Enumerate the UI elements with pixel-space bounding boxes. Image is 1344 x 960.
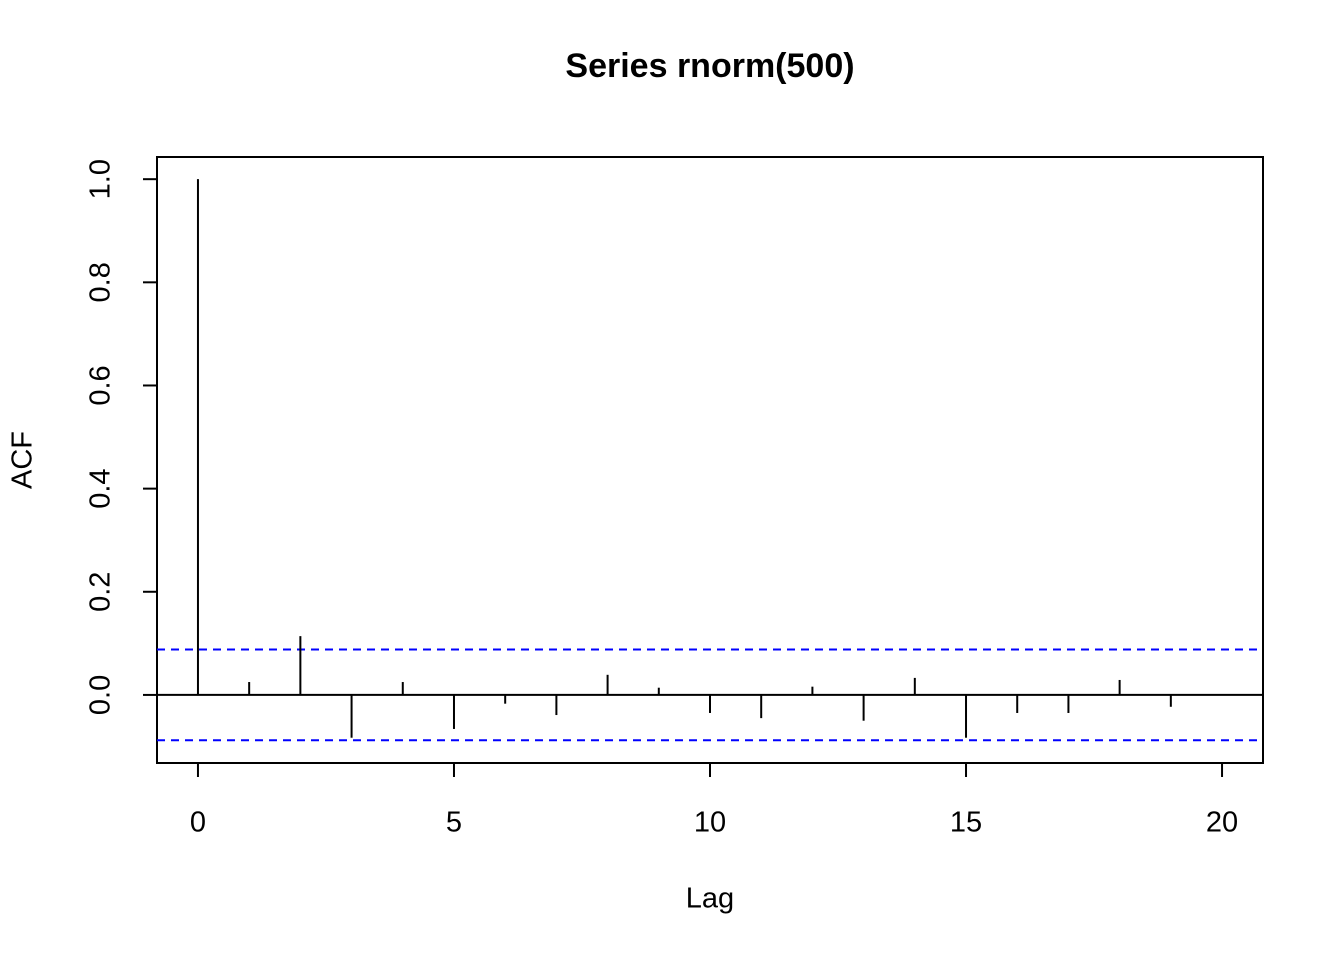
x-tick-label: 0 bbox=[190, 807, 206, 839]
y-tick-label: 0.4 bbox=[85, 468, 117, 508]
y-tick-label: 0.8 bbox=[85, 262, 117, 302]
plot-frame bbox=[156, 156, 1264, 764]
chart-title: Series rnorm(500) bbox=[565, 47, 854, 85]
y-axis-label: ACF bbox=[7, 431, 39, 489]
y-tick-label: 0.6 bbox=[85, 365, 117, 405]
x-axis-label: Lag bbox=[686, 883, 734, 915]
y-tick-label: 1.0 bbox=[85, 159, 117, 199]
x-tick-label: 5 bbox=[446, 807, 462, 839]
x-tick-label: 15 bbox=[950, 807, 982, 839]
y-tick-label: 0.0 bbox=[85, 675, 117, 715]
x-tick-label: 10 bbox=[694, 807, 726, 839]
x-tick-label: 20 bbox=[1206, 807, 1238, 839]
y-tick-label: 0.2 bbox=[85, 572, 117, 612]
